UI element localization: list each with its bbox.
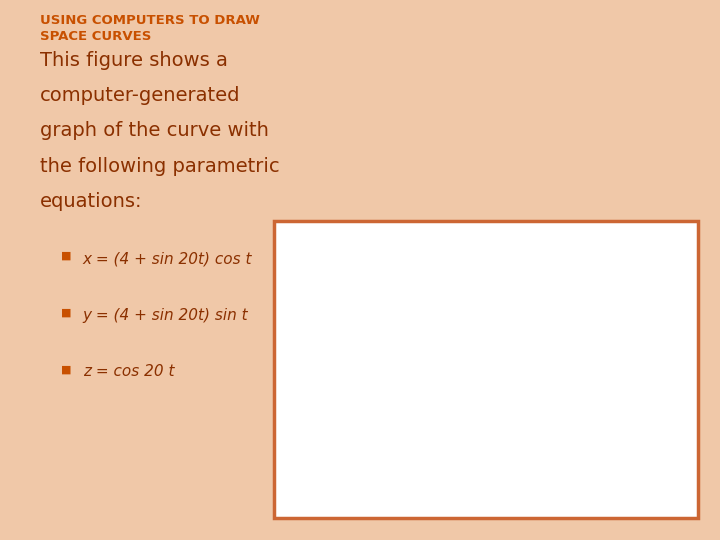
Text: the following parametric: the following parametric bbox=[40, 157, 279, 176]
Text: y = (4 + sin 20t) sin t: y = (4 + sin 20t) sin t bbox=[83, 308, 248, 323]
Text: SPACE CURVES: SPACE CURVES bbox=[40, 30, 151, 43]
Text: graph of the curve with: graph of the curve with bbox=[40, 122, 269, 140]
Text: z = cos 20 t: z = cos 20 t bbox=[83, 364, 174, 380]
Text: computer-generated: computer-generated bbox=[40, 86, 240, 105]
Text: This figure shows a: This figure shows a bbox=[40, 51, 228, 70]
Y-axis label: y: y bbox=[356, 455, 364, 469]
Text: x = (4 + sin 20t) cos t: x = (4 + sin 20t) cos t bbox=[83, 251, 252, 266]
Text: USING COMPUTERS TO DRAW: USING COMPUTERS TO DRAW bbox=[40, 14, 259, 26]
Text: ■: ■ bbox=[61, 364, 72, 375]
Text: equations:: equations: bbox=[40, 192, 142, 211]
Text: ■: ■ bbox=[61, 251, 72, 261]
X-axis label: x: x bbox=[498, 502, 506, 516]
Text: ■: ■ bbox=[61, 308, 72, 318]
